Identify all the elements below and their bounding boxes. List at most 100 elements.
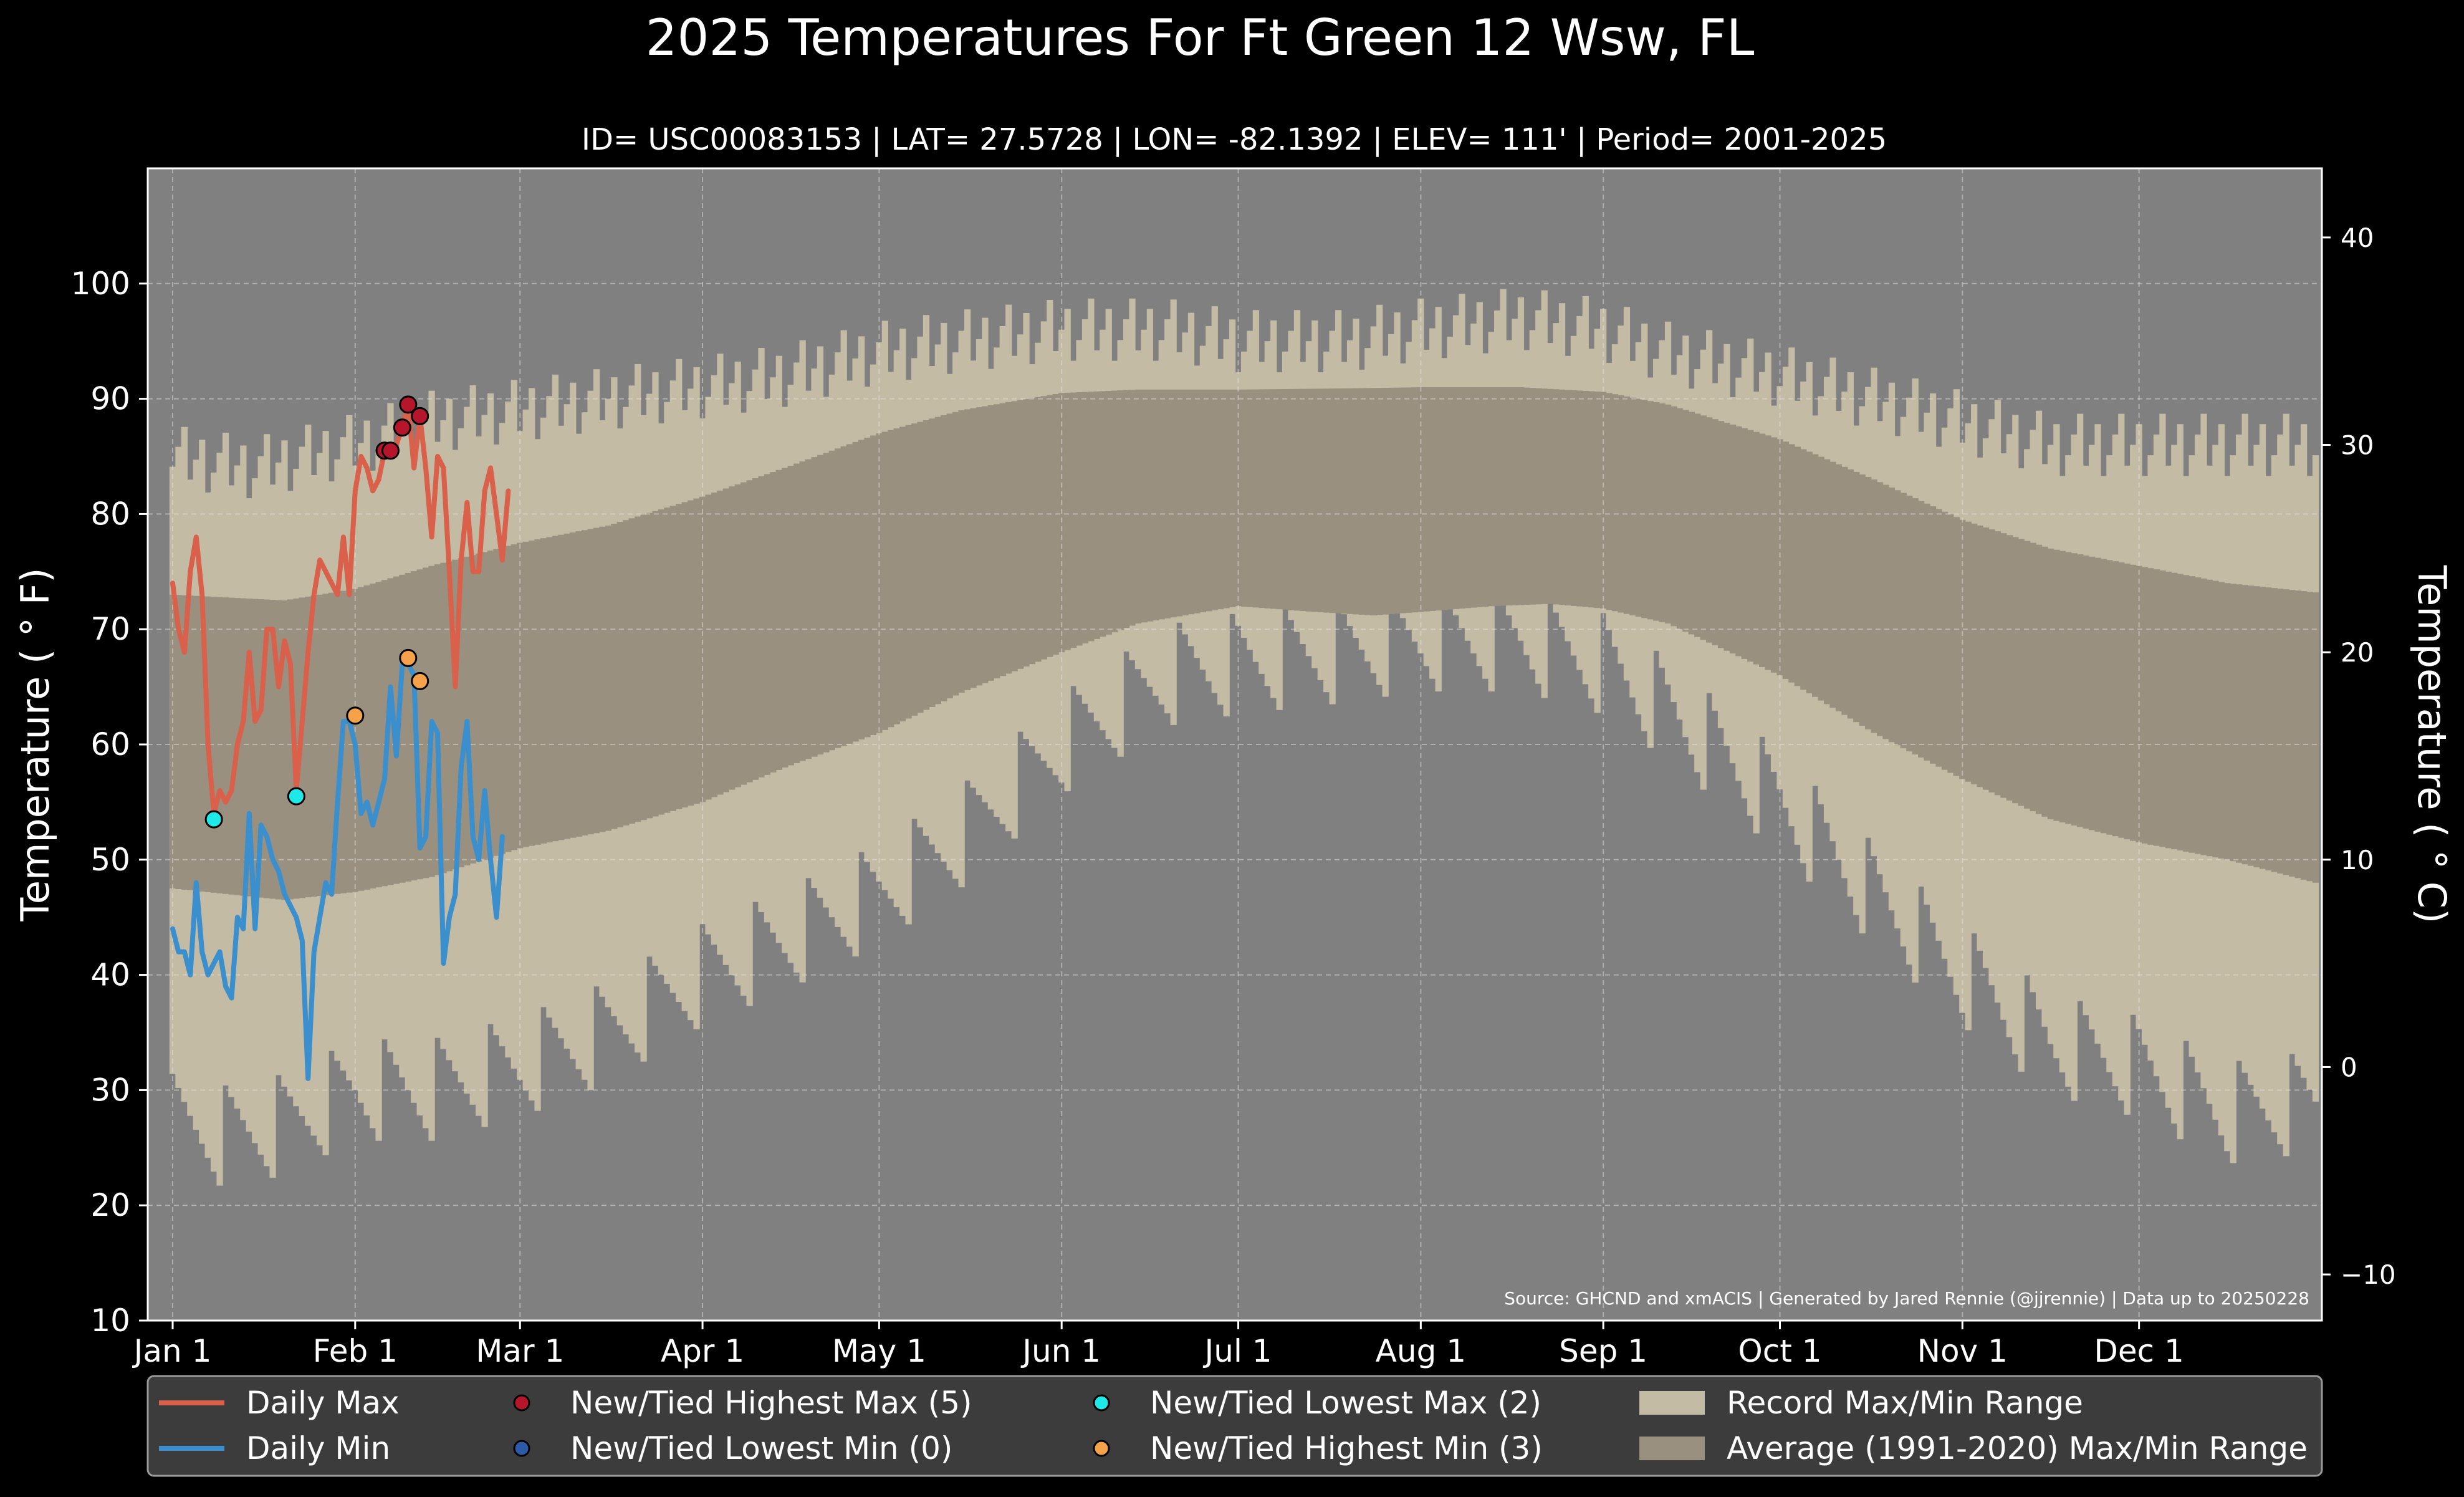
y-tick-label: 100 [71, 266, 130, 302]
normal-range-bar [999, 403, 1006, 676]
normal-range-bar [729, 486, 736, 790]
normal-range-bar [2053, 549, 2060, 821]
normal-range-bar [358, 587, 365, 891]
normal-range-bar [1594, 391, 1601, 609]
lowest-max-marker [204, 810, 223, 829]
normal-range-bar [1229, 389, 1236, 607]
normal-range-bar [1105, 390, 1112, 635]
normal-range-bar [2136, 566, 2142, 843]
normal-range-bar [658, 509, 665, 815]
normal-range-bar [958, 410, 965, 693]
normal-range-bar [1629, 397, 1636, 615]
legend-swatch-average-1991-2020-max-min-range [1639, 1437, 1705, 1460]
y-tick-label: 90 [90, 381, 130, 417]
normal-range-bar [1823, 459, 1831, 705]
x-tick-label: Aug 1 [1376, 1333, 1466, 1369]
normal-range-bar [917, 421, 924, 713]
normal-range-bar [964, 409, 971, 691]
normal-range-bar [522, 541, 529, 847]
normal-range-bar [1293, 388, 1301, 611]
normal-range-bar [1664, 404, 1672, 623]
normal-range-bar [2300, 591, 2308, 880]
normal-range-bar [2018, 539, 2025, 806]
y2-tick-label: 20 [2341, 637, 2374, 668]
normal-range-bar [2183, 575, 2190, 852]
normal-range-bar [1052, 393, 1059, 655]
normal-range-bar [905, 425, 912, 719]
normal-range-bar [1076, 392, 1083, 646]
normal-range-bar [911, 423, 918, 716]
normal-range-bar [646, 513, 653, 819]
normal-range-bar [1523, 387, 1530, 605]
normal-range-bar [305, 596, 312, 898]
normal-range-bar [1935, 509, 1942, 767]
normal-range-bar [1217, 389, 1224, 610]
legend-swatch-new-tied-highest-min-3 [1093, 1440, 1110, 1457]
normal-range-bar [2100, 559, 2107, 834]
normal-range-bar [2224, 583, 2231, 860]
highest-max-marker [399, 395, 418, 414]
y-tick-label: 50 [90, 842, 130, 878]
normal-range-bar [452, 559, 459, 870]
y-tick-label: 40 [90, 957, 130, 993]
normal-range-bar [1912, 498, 1919, 755]
normal-range-bar [1058, 393, 1065, 653]
normal-range-bar [263, 599, 271, 898]
normal-range-bar [2083, 555, 2089, 829]
normal-range-bar [1100, 391, 1106, 637]
normal-range-bar [599, 526, 606, 832]
normal-range-bar [1488, 387, 1495, 607]
normal-range-bar [1859, 474, 1866, 726]
daily-min-line [170, 661, 505, 1081]
normal-range-bar [1770, 437, 1778, 673]
normal-range-bar [652, 511, 659, 817]
normal-range-bar [782, 468, 789, 768]
normal-range-bar [1134, 389, 1142, 623]
normal-range-bar [2194, 577, 2202, 854]
normal-range-bar [1618, 395, 1624, 613]
normal-range-bar [540, 538, 547, 844]
normal-range-bar [1399, 387, 1407, 614]
normal-range-bar [1017, 400, 1024, 669]
normal-range-bar [1741, 428, 1748, 659]
normal-range-bar [2047, 548, 2054, 820]
normal-range-bar [1158, 389, 1165, 620]
normal-range-bar [1876, 482, 1884, 736]
normal-range-bar [669, 506, 676, 811]
normal-range-bar [1093, 391, 1100, 639]
normal-range-bar [1376, 388, 1383, 615]
normal-range-bar [793, 463, 800, 764]
normal-range-bar [1818, 456, 1824, 701]
normal-range-bar [2188, 576, 2195, 853]
normal-range-bar [1247, 389, 1254, 607]
normal-range-bar [375, 582, 382, 888]
normal-range-bar [635, 516, 641, 822]
normal-range-bar [2006, 535, 2013, 801]
normal-range-bar [823, 453, 830, 753]
x-axis-months: Jan 1 Feb 1 Mar 1 Apr 1 May 1 Jun 1 Jul 1 Aug 1… [132, 1321, 2184, 1369]
record-markers [204, 395, 429, 829]
normal-range-bar [934, 416, 941, 705]
chart-title: 2025 Temperatures For Ft Green 12 Wsw, F… [646, 9, 1755, 67]
normal-range-bar [1317, 388, 1324, 613]
y-axis-celsius: −10 0 10 20 30 40 [2322, 223, 2396, 1290]
normal-range-bar [199, 596, 206, 892]
normal-range-bar [1918, 501, 1925, 758]
normal-range-bar [1370, 388, 1377, 616]
normal-range-bar [511, 544, 517, 850]
normal-range-bar [1623, 396, 1631, 614]
normal-range-bar [752, 478, 759, 780]
highest-max-marker [411, 407, 429, 425]
normal-range-bar [722, 488, 729, 792]
normal-range-bar [269, 600, 276, 899]
normal-range-bar [717, 490, 724, 795]
normal-range-bar [605, 525, 612, 831]
normal-range-bar [1541, 388, 1548, 604]
normal-range-bar [1035, 397, 1042, 662]
normal-range-bar [1659, 403, 1666, 622]
normal-range-bar [1146, 389, 1154, 622]
legend-swatch-record-max-min-range [1639, 1391, 1705, 1415]
x-tick-label: Sep 1 [1559, 1333, 1647, 1369]
normal-range-bar [1806, 451, 1813, 693]
